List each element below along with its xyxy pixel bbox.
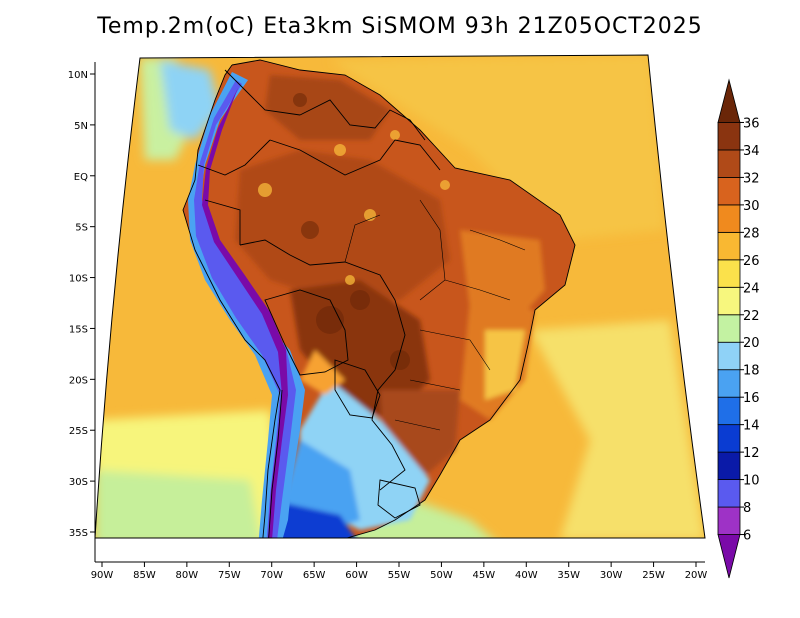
- ne-brazil-plateau: [485, 330, 525, 400]
- colorbar-swatch: [717, 286, 741, 316]
- temperature-field: [95, 55, 705, 538]
- colorbar-swatch: [717, 506, 741, 535]
- x-tick-label: 25W: [642, 570, 665, 581]
- amazon-hot-region: [235, 150, 450, 300]
- colorbar-label: 22: [743, 309, 760, 324]
- colorbar-label: 16: [743, 391, 760, 406]
- colorbar-label: 26: [743, 254, 760, 269]
- x-tick-label: 45W: [473, 570, 496, 581]
- colorbar-swatch: [717, 341, 741, 371]
- colorbar-swatch: [717, 177, 741, 206]
- y-tick-label: 30S: [69, 477, 88, 488]
- brazil-border: [239, 139, 441, 491]
- colorbar: 6 8 10 12 14 16 18 20 22 24 26 28 30 32 34 36: [717, 78, 760, 579]
- x-tick-label: 90W: [91, 570, 114, 581]
- y-tick-label: 25S: [69, 426, 88, 437]
- hot-spot: [293, 93, 307, 107]
- x-tick-label: 20W: [685, 570, 708, 581]
- colorbar-top-triangle: [717, 78, 741, 123]
- x-tick-label: 40W: [515, 570, 538, 581]
- guiana-hot-region: [265, 75, 390, 140]
- hot-spot: [301, 221, 319, 239]
- pacific-coastline: [182, 64, 281, 538]
- colorbar-label: 14: [743, 419, 760, 434]
- cool-spot: [440, 180, 450, 190]
- y-tick-label: 35S: [69, 528, 88, 539]
- colorbar-swatch: [717, 451, 741, 480]
- ocean-east-yellow: [530, 320, 705, 538]
- brazil-state-borders: [344, 199, 526, 431]
- colorbar-swatch: [717, 149, 741, 178]
- cool-spots: [258, 130, 450, 285]
- colorbar-label: 10: [743, 474, 760, 489]
- x-tick-label: 80W: [176, 570, 199, 581]
- map-frame: [94, 54, 706, 539]
- x-tick-label: 30W: [600, 570, 623, 581]
- argentina-chile-border: [267, 389, 283, 538]
- hot-spot: [350, 290, 370, 310]
- ocean-east-warm: [330, 55, 665, 240]
- country-borders: [182, 59, 576, 538]
- colorbar-swatch: [717, 314, 741, 343]
- y-tick-label: 20S: [69, 375, 88, 386]
- venezuela-guianas-borders: [299, 99, 426, 141]
- colorbar-label: 6: [743, 529, 751, 544]
- colorbar-label: 34: [743, 144, 760, 159]
- x-axis: 90W 85W 80W 75W 70W 65W 60W 55W 50W 45W 40W 35W 30W 2…: [91, 562, 708, 581]
- colorbar-swatch: [717, 369, 741, 398]
- x-tick-label: 75W: [218, 570, 241, 581]
- y-tick-label: 15S: [69, 324, 88, 335]
- cool-spot: [334, 144, 346, 156]
- y-tick-label: 10N: [68, 70, 88, 81]
- y-tick-label: EQ: [74, 172, 88, 183]
- x-tick-label: 85W: [133, 570, 156, 581]
- colorbar-swatch: [717, 259, 741, 288]
- colorbar-swatch: [717, 122, 741, 151]
- x-tick-label: 60W: [345, 570, 368, 581]
- colorbar-swatch: [717, 231, 741, 261]
- colorbar-swatch: [717, 396, 741, 426]
- colorbar-label: 18: [743, 364, 760, 379]
- colorbar-label: 36: [743, 116, 760, 131]
- colorbar-label: 12: [743, 446, 760, 461]
- uruguay-border: [377, 479, 421, 519]
- colorbar-label: 20: [743, 336, 760, 351]
- ocean-pacific-north-blue: [160, 60, 220, 140]
- y-axis: 10N 5N EQ 5S 10S 15S 20S 25S 30S 35S: [68, 70, 95, 539]
- andes-inner: [194, 80, 296, 538]
- colorbar-swatch: [717, 424, 741, 453]
- colorbar-label: 28: [743, 226, 760, 241]
- colorbar-swatch: [717, 204, 741, 233]
- colorbar-bottom-triangle: [717, 534, 741, 579]
- x-tick-label: 55W: [388, 570, 411, 581]
- peru-ecuador-colombia-borders: [197, 69, 301, 245]
- colorbar-label: 8: [743, 501, 751, 516]
- cool-spot: [390, 130, 400, 140]
- colorbar-label: 32: [743, 171, 760, 186]
- bolivia-border: [264, 289, 349, 376]
- y-tick-label: 10S: [69, 274, 88, 285]
- ocean-sw-green: [95, 470, 262, 538]
- colorbar-label: 24: [743, 281, 760, 296]
- y-tick-label: 5N: [74, 121, 88, 132]
- chart-title: Temp.2m(oC) Eta3km SiSMOM 93h 21Z05OCT20…: [97, 14, 703, 39]
- y-tick-label: 5S: [75, 223, 88, 234]
- hot-spot: [390, 350, 410, 370]
- paraguay-border: [334, 359, 381, 419]
- cool-spot: [345, 275, 355, 285]
- x-tick-label: 35W: [557, 570, 580, 581]
- x-tick-label: 50W: [430, 570, 453, 581]
- x-tick-label: 65W: [303, 570, 326, 581]
- continent-outline: [231, 59, 576, 538]
- cool-spot: [258, 183, 272, 197]
- colorbar-label: 30: [743, 199, 760, 214]
- colorbar-swatch: [717, 479, 741, 508]
- x-tick-label: 70W: [260, 570, 283, 581]
